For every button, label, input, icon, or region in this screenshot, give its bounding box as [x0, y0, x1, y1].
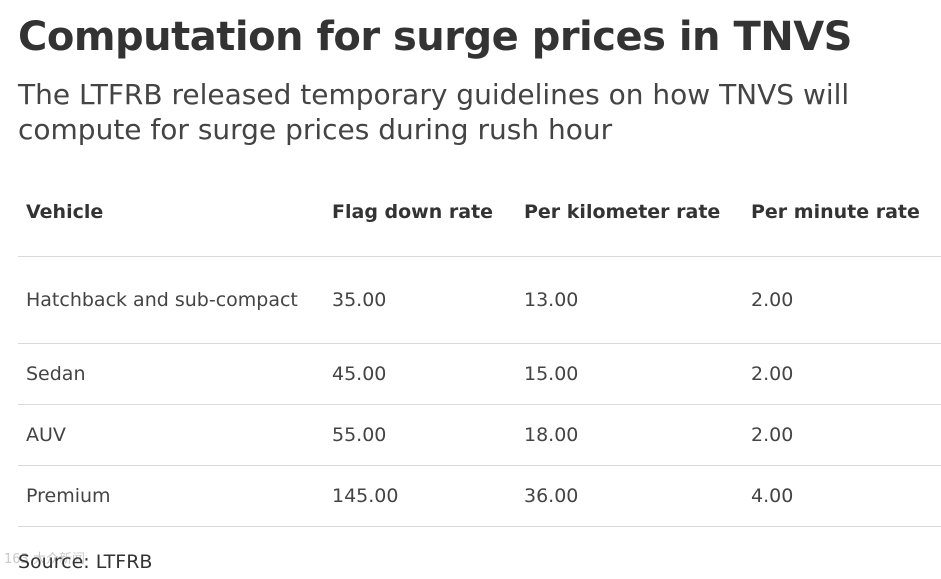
cell-per-km: 13.00	[516, 256, 743, 344]
page-subtitle: The LTFRB released temporary guidelines …	[18, 78, 850, 146]
table-row: AUV 55.00 18.00 2.00	[18, 404, 941, 466]
table-header-row: Vehicle Flag down rate Per kilometer rat…	[18, 168, 941, 257]
cell-flag-down: 35.00	[324, 256, 516, 344]
cell-per-km: 36.00	[516, 465, 743, 527]
cell-flag-down: 145.00	[324, 465, 516, 527]
header-per-minute-rate: Per minute rate	[743, 168, 941, 257]
cell-vehicle: Hatchback and sub-compact	[18, 256, 324, 344]
cell-vehicle: Sedan	[18, 343, 324, 405]
watermark: 163 大众新闻	[4, 552, 85, 567]
surge-price-table: Vehicle Flag down rate Per kilometer rat…	[18, 168, 941, 527]
cell-per-minute: 2.00	[743, 343, 941, 405]
cell-per-minute: 2.00	[743, 256, 941, 344]
cell-per-km: 18.00	[516, 404, 743, 466]
cell-per-minute: 4.00	[743, 465, 941, 527]
page-title: Computation for surge prices in TNVS	[18, 14, 852, 60]
cell-vehicle: Premium	[18, 465, 324, 527]
table-row: Premium 145.00 36.00 4.00	[18, 465, 941, 527]
source-note: Source: LTFRB	[18, 551, 153, 573]
cell-per-km: 15.00	[516, 343, 743, 405]
header-flag-down-rate: Flag down rate	[324, 168, 516, 257]
header-per-kilometer-rate: Per kilometer rate	[516, 168, 743, 257]
cell-vehicle: AUV	[18, 404, 324, 466]
table-row: Hatchback and sub-compact 35.00 13.00 2.…	[18, 256, 941, 344]
cell-flag-down: 45.00	[324, 343, 516, 405]
header-vehicle: Vehicle	[18, 168, 324, 257]
cell-per-minute: 2.00	[743, 404, 941, 466]
cell-flag-down: 55.00	[324, 404, 516, 466]
table-row: Sedan 45.00 15.00 2.00	[18, 343, 941, 405]
